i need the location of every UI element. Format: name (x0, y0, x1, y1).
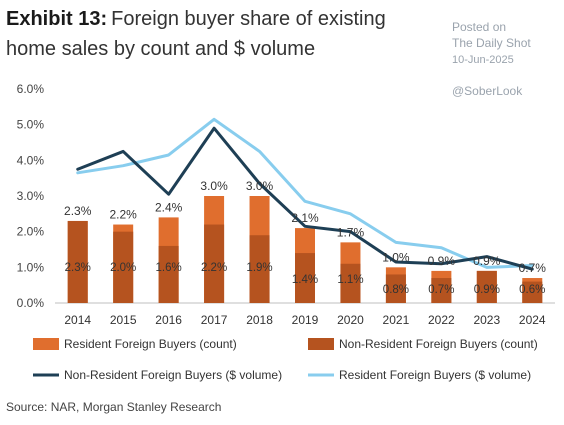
nonresident-data-label: 1.6% (156, 262, 182, 274)
nonresident-data-label: 1.9% (246, 262, 272, 274)
total-data-label: 2.3% (64, 204, 92, 218)
nonresident-data-label: 1.1% (337, 274, 363, 286)
chart-title: Exhibit 13: Foreign buyer share of existi… (6, 4, 416, 64)
total-data-label: 3.0% (246, 179, 274, 193)
exhibit-label: Exhibit 13: (6, 8, 108, 30)
total-data-label: 0.9% (473, 254, 501, 268)
x-tick-label: 2019 (292, 313, 319, 327)
line-nonresident-volume (76, 126, 534, 271)
bar-nonresident-count (476, 270, 497, 303)
total-data-label: 2.4% (155, 200, 183, 214)
x-tick-label: 2024 (519, 313, 546, 327)
bar-nonresident-count (295, 253, 315, 303)
bar-nonresident-count (113, 231, 134, 303)
nonresident-data-label: 0.7% (428, 284, 454, 296)
nonresident-data-label: 0.6% (519, 284, 545, 296)
total-data-label: 0.9% (428, 254, 456, 268)
total-data-label: 2.1% (291, 211, 319, 225)
nonresident-data-label: 1.4% (292, 274, 318, 286)
total-data-label: 0.7% (519, 261, 547, 275)
watermark-handle: @SoberLook (452, 84, 523, 98)
x-tick-label: 2018 (246, 313, 273, 327)
bar-nonresident-count (340, 263, 361, 303)
bar-nonresident-count (431, 278, 452, 303)
y-tick-label: 0.0% (17, 296, 45, 310)
bar-nonresident-count (385, 274, 406, 303)
legend-swatch (308, 338, 334, 350)
bar-nonresident-count (158, 245, 179, 303)
y-tick-label: 4.0% (17, 153, 45, 167)
bar-nonresident-count (522, 281, 543, 303)
watermark-date: 10-Jun-2025 (452, 54, 514, 66)
watermark-source: The Daily Shot (452, 36, 531, 50)
total-data-label: 1.0% (382, 250, 410, 264)
legend-label: Resident Foreign Buyers ($ volume) (339, 368, 531, 382)
x-tick-label: 2015 (110, 313, 137, 327)
nonresident-data-label: 2.0% (110, 262, 136, 274)
title-text: Foreign buyer share of existing home sal… (6, 8, 386, 60)
nonresident-data-label: 0.8% (383, 284, 409, 296)
x-tick-label: 2014 (64, 313, 91, 327)
source-note: Source: NAR, Morgan Stanley Research (6, 400, 222, 414)
legend-swatch (33, 338, 59, 350)
bar-nonresident-count (67, 220, 88, 303)
x-tick-label: 2016 (155, 313, 182, 327)
total-data-label: 1.7% (337, 225, 365, 239)
x-tick-label: 2021 (383, 313, 410, 327)
x-tick-label: 2022 (428, 313, 455, 327)
total-data-label: 2.2% (110, 208, 138, 222)
x-tick-label: 2020 (337, 313, 364, 327)
y-tick-label: 6.0% (17, 82, 45, 96)
bar-nonresident-count (249, 235, 270, 303)
x-tick-label: 2023 (473, 313, 500, 327)
nonresident-data-label: 2.3% (65, 262, 91, 274)
nonresident-data-label: 0.9% (474, 284, 500, 296)
y-tick-label: 3.0% (17, 189, 45, 203)
legend-label: Resident Foreign Buyers (count) (64, 337, 237, 351)
y-tick-label: 1.0% (17, 260, 45, 274)
legend-label: Non-Resident Foreign Buyers (count) (339, 337, 538, 351)
legend-label: Non-Resident Foreign Buyers ($ volume) (64, 368, 282, 382)
total-data-label: 3.0% (200, 179, 228, 193)
y-tick-label: 2.0% (17, 225, 45, 239)
nonresident-data-label: 2.2% (201, 262, 227, 274)
x-tick-label: 2017 (201, 313, 228, 327)
bar-nonresident-count (204, 224, 225, 303)
y-tick-label: 5.0% (17, 118, 45, 132)
line-resident-volume (76, 117, 534, 269)
watermark-posted: Posted on (452, 20, 507, 34)
